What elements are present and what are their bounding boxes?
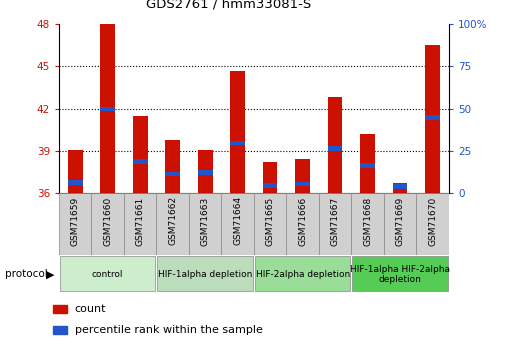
- Text: GSM71663: GSM71663: [201, 196, 210, 246]
- Bar: [124, 193, 156, 255]
- Bar: [53, 326, 67, 334]
- Bar: [68, 180, 83, 185]
- Bar: [384, 193, 417, 255]
- Text: HIF-2alpha depletion: HIF-2alpha depletion: [255, 270, 350, 279]
- Bar: [157, 256, 253, 291]
- Text: GSM71662: GSM71662: [168, 196, 177, 245]
- Text: GSM71669: GSM71669: [396, 196, 405, 246]
- Bar: [133, 116, 148, 193]
- Bar: [360, 134, 375, 193]
- Text: percentile rank within the sample: percentile rank within the sample: [75, 325, 263, 335]
- Text: GSM71664: GSM71664: [233, 196, 242, 245]
- Text: HIF-1alpha depletion: HIF-1alpha depletion: [158, 270, 252, 279]
- Text: GSM71661: GSM71661: [136, 196, 145, 246]
- Text: GSM71668: GSM71668: [363, 196, 372, 246]
- Bar: [328, 97, 343, 193]
- Text: GSM71665: GSM71665: [266, 196, 274, 246]
- Bar: [425, 116, 440, 120]
- Bar: [351, 193, 384, 255]
- Bar: [255, 256, 350, 291]
- Text: HIF-1alpha HIF-2alpha
depletion: HIF-1alpha HIF-2alpha depletion: [350, 265, 450, 284]
- Bar: [222, 193, 254, 255]
- Text: GSM71670: GSM71670: [428, 196, 437, 246]
- Bar: [417, 193, 449, 255]
- Bar: [254, 193, 286, 255]
- Text: ▶: ▶: [46, 269, 55, 279]
- Bar: [230, 141, 245, 145]
- Bar: [425, 45, 440, 193]
- Bar: [360, 163, 375, 168]
- Bar: [59, 193, 91, 255]
- Bar: [328, 146, 343, 151]
- Bar: [198, 170, 212, 175]
- Text: control: control: [92, 270, 124, 279]
- Bar: [91, 193, 124, 255]
- Text: GDS2761 / hmm33081-S: GDS2761 / hmm33081-S: [146, 0, 311, 10]
- Bar: [165, 172, 180, 176]
- Bar: [101, 24, 115, 193]
- Bar: [156, 193, 189, 255]
- Bar: [352, 256, 448, 291]
- Bar: [165, 140, 180, 193]
- Text: count: count: [75, 304, 106, 314]
- Bar: [101, 107, 115, 111]
- Bar: [286, 193, 319, 255]
- Text: GSM71660: GSM71660: [103, 196, 112, 246]
- Bar: [263, 183, 278, 188]
- Bar: [393, 185, 407, 189]
- Bar: [53, 305, 67, 313]
- Text: GSM71666: GSM71666: [298, 196, 307, 246]
- Bar: [68, 149, 83, 193]
- Bar: [263, 162, 278, 193]
- Bar: [319, 193, 351, 255]
- Bar: [230, 71, 245, 193]
- Text: protocol: protocol: [5, 269, 48, 279]
- Bar: [60, 256, 155, 291]
- Bar: [198, 149, 212, 193]
- Text: GSM71659: GSM71659: [71, 196, 80, 246]
- Bar: [393, 183, 407, 193]
- Text: GSM71667: GSM71667: [331, 196, 340, 246]
- Bar: [133, 159, 148, 164]
- Bar: [295, 159, 310, 193]
- Bar: [189, 193, 222, 255]
- Bar: [295, 182, 310, 186]
